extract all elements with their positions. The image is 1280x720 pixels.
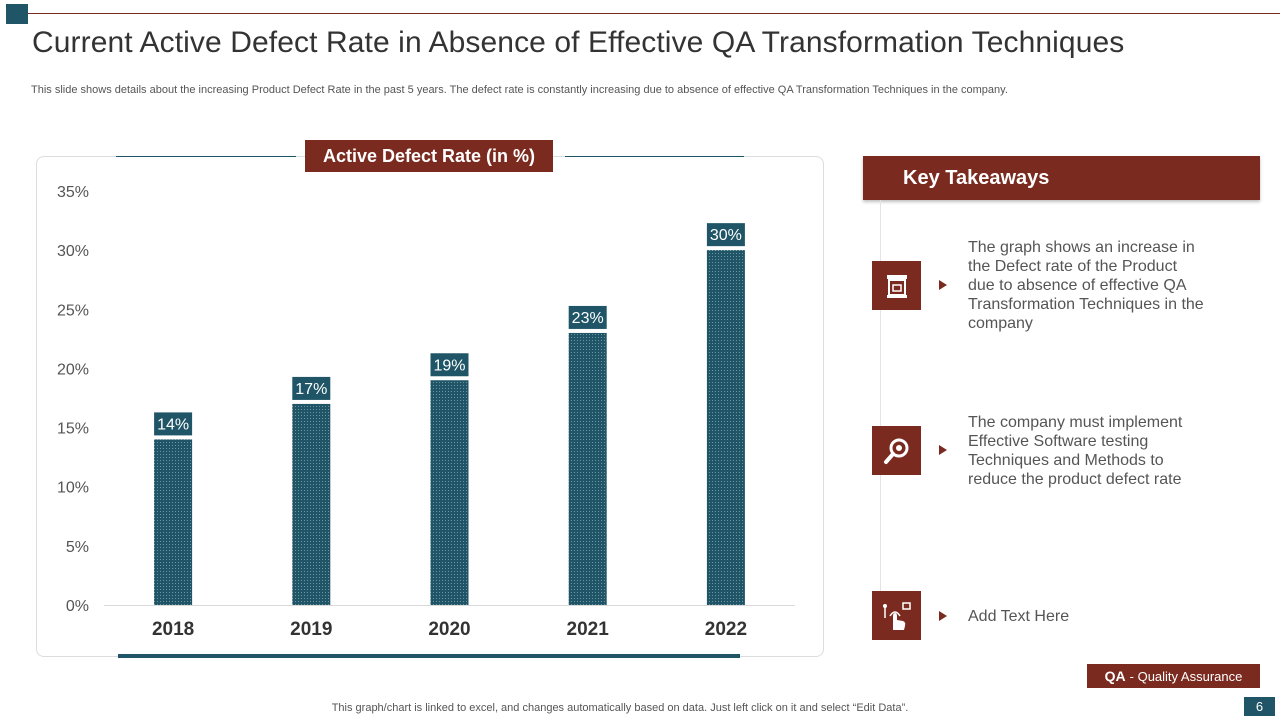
data-label-box [568, 305, 607, 329]
bar-2018[interactable] [154, 439, 193, 605]
y-tick-label: 30% [57, 243, 89, 260]
y-tick-label: 20% [57, 361, 89, 378]
qa-badge-abbr: QA [1104, 668, 1126, 684]
takeaways-connector-line [880, 200, 881, 640]
chart-title-rule-left [116, 156, 296, 157]
data-label: 17% [295, 381, 327, 398]
x-tick-label: 2020 [428, 619, 470, 640]
y-tick-label: 10% [57, 480, 89, 497]
page-number: 6 [1244, 697, 1275, 716]
data-label-box [154, 412, 193, 436]
magnifier-icon [883, 438, 908, 464]
takeaway-3-text: Add Text Here [968, 608, 1070, 625]
takeaway-2-arrow-icon [939, 445, 947, 455]
y-tick-label: 25% [57, 302, 89, 319]
x-tick-label: 2018 [152, 619, 194, 640]
bar-2022[interactable] [706, 250, 745, 605]
takeaway-3-arrow-icon [939, 611, 947, 621]
data-label-box [292, 376, 331, 400]
data-label: 19% [433, 357, 465, 374]
data-label: 23% [572, 310, 604, 327]
data-label-box [430, 353, 469, 377]
takeaway-1-arrow-icon [939, 280, 947, 290]
bar-2020[interactable] [430, 380, 469, 605]
bar-2019[interactable] [292, 403, 331, 605]
bar-2021[interactable] [568, 332, 607, 605]
touch-hand-icon [882, 601, 911, 630]
chart-bottom-accent [118, 654, 740, 658]
key-takeaways-header: Key Takeaways [863, 156, 1260, 200]
corner-accent [6, 4, 28, 24]
header-rule [28, 13, 1280, 14]
y-tick-label: 5% [66, 539, 89, 556]
qa-badge-label: - Quality Assurance [1129, 668, 1243, 684]
takeaway-3-icon-box [872, 591, 921, 640]
takeaway-1-text: The graph shows an increase in the Defec… [968, 239, 1204, 332]
data-label-box [706, 223, 745, 247]
footer-note-text: This graph/chart is linked to excel, and… [331, 702, 909, 714]
chart-title: Active Defect Rate (in %) [305, 140, 553, 172]
chart-title-rule-right [565, 156, 744, 157]
data-label: 30% [710, 227, 742, 244]
x-tick-label: 2021 [567, 619, 610, 640]
takeaway-2-icon-box [872, 426, 921, 475]
takeaway-2-text: The company must implement Effective Sof… [968, 414, 1183, 488]
page-title: Current Active Defect Rate in Absence of… [32, 26, 1125, 59]
qa-badge: QA - Quality Assurance [1087, 664, 1260, 688]
document-box-icon [886, 274, 907, 298]
y-tick-label: 15% [57, 421, 89, 438]
y-tick-label: 0% [66, 598, 89, 615]
footer-note: This graph/chart is linked to excel, and… [0, 702, 1280, 714]
x-tick-label: 2022 [705, 619, 747, 640]
takeaway-1-icon-box [872, 261, 921, 310]
data-label: 14% [157, 416, 189, 433]
page-subtitle: This slide shows details about the incre… [31, 84, 1008, 96]
y-tick-label: 35% [57, 184, 89, 201]
x-tick-label: 2019 [290, 619, 332, 640]
